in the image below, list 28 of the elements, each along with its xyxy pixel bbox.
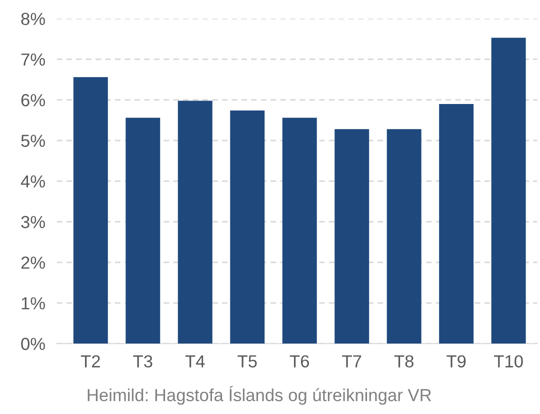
x-tick-label: T4 [185, 355, 205, 368]
x-tick-label: T8 [394, 355, 414, 368]
y-tick-label: 7% [21, 53, 45, 66]
y-tick-label: 5% [21, 134, 45, 147]
x-tick-label: T6 [290, 355, 309, 368]
bar [126, 118, 160, 344]
x-tick-label: T9 [446, 355, 466, 368]
y-tick-label: 6% [21, 94, 45, 106]
bar [439, 104, 474, 344]
x-tick-label: T10 [494, 355, 523, 368]
text: Heimild: Hagstofa Íslands og útreikningar VR [88, 386, 432, 405]
x-tick-label: T3 [133, 355, 152, 368]
y-tick-label: 8% [21, 12, 45, 26]
y-tick-label: 2% [21, 256, 45, 269]
bar [178, 100, 212, 344]
y-tick-label: 1% [22, 297, 45, 310]
bar [73, 77, 108, 344]
bar [491, 38, 526, 344]
y-tick-label: 4% [20, 175, 45, 188]
bar [282, 118, 317, 344]
y-tick-label: 3% [21, 216, 45, 228]
y-tick-label: 0% [21, 338, 45, 350]
bar [386, 129, 422, 344]
bar [230, 110, 265, 344]
x-tick-label: T2 [80, 355, 100, 368]
x-tick-label: T5 [238, 355, 257, 368]
bar [334, 129, 370, 344]
x-tick-label: T7 [342, 355, 362, 368]
